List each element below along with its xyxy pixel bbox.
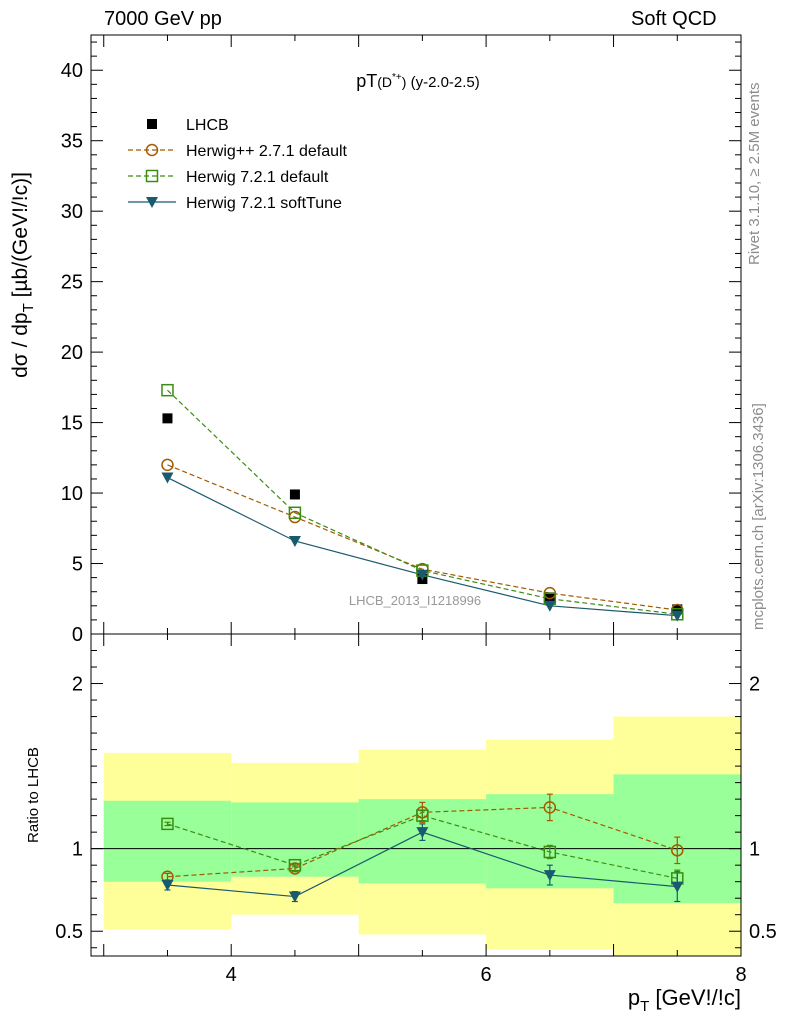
point-softtune	[416, 569, 429, 581]
legend-label-softtune: Herwig 7.2.1 softTune	[186, 195, 342, 212]
y-tick-label-main: 20	[61, 342, 83, 364]
point-h721def	[161, 383, 174, 397]
point-softtune	[543, 600, 556, 612]
x-axis-label: pT [GeV!/!c]	[628, 985, 741, 1015]
y-tick-label-main: 0	[72, 624, 83, 646]
y-tick-label-main: 5	[72, 554, 83, 576]
y-tick-label-main: 40	[61, 60, 83, 82]
y-tick-label-ratio: 1	[72, 839, 83, 861]
mcplots-label: mcplots.cern.ch [arXiv:1306.3436]	[750, 403, 767, 630]
legend-marker-data	[147, 119, 157, 129]
y-axis-label-ratio: Ratio to LHCB	[25, 747, 42, 843]
x-tick-label: 8	[735, 964, 746, 986]
watermark-label: LHCB_2013_I1218996	[349, 593, 481, 608]
y-tick-label-main: 35	[61, 131, 83, 153]
ratio-point-softtune	[288, 891, 301, 903]
legend-marker-herwigpp	[145, 143, 159, 157]
ratio-point-softtune	[671, 881, 684, 893]
y-tick-label-main: 25	[61, 272, 83, 294]
y-tick-label-main: 10	[61, 483, 83, 505]
x-tick-label: 6	[481, 964, 492, 986]
x-tick-label: 4	[226, 964, 237, 986]
y-tick-label-ratio: 0.5	[55, 921, 83, 943]
point-h721def	[288, 506, 302, 520]
point-data	[544, 592, 555, 603]
series-line-herwigpp	[167, 464, 678, 611]
ratio-point-softtune	[416, 827, 429, 839]
point-herwigpp	[161, 458, 174, 472]
process-label: Soft QCD	[631, 8, 717, 30]
ratio-point-herwigpp	[543, 801, 557, 814]
point-softtune	[288, 535, 301, 547]
rivet-label: Rivet 3.1.10, ≥ 2.5M events	[746, 82, 763, 266]
legend-label-h721def: Herwig 7.2.1 default	[186, 169, 329, 186]
y-tick-label-ratio: 2	[72, 674, 83, 696]
y-tick-label-main: 15	[61, 413, 83, 435]
ratio-point-h721def	[416, 809, 429, 822]
ratio-point-softtune	[543, 870, 556, 882]
y-tick-label-ratio-right: 0.5	[749, 921, 777, 943]
y-tick-label-ratio-right: 1	[749, 839, 760, 861]
y-axis-label-main: dσ / dpT [µb/(GeV!/!c)]	[9, 172, 37, 378]
point-softtune	[671, 610, 684, 622]
legend-label-herwigpp: Herwig++ 2.7.1 default	[186, 143, 348, 160]
point-softtune	[161, 472, 174, 484]
ratio-plot-frame	[90, 633, 742, 957]
ratio-point-herwigpp	[671, 844, 684, 857]
legend-marker-h721def	[145, 169, 159, 183]
y-tick-label-main: 30	[61, 201, 83, 223]
ratio-point-h721def	[543, 845, 557, 859]
ratio-band-inner-0	[103, 800, 232, 882]
legend-label-data: LHCB	[186, 117, 229, 134]
ratio-point-softtune	[161, 879, 174, 891]
chart-title: pT(D*+) (y-2.0-2.5)	[356, 71, 480, 91]
point-data	[162, 413, 173, 424]
ratio-line-h721def	[167, 815, 678, 879]
ratio-point-h721def	[288, 858, 302, 872]
legend-marker-softtune	[146, 197, 158, 208]
ratio-point-h721def	[161, 817, 174, 831]
energy-label: 7000 GeV pp	[104, 8, 222, 30]
point-data	[289, 489, 300, 500]
y-tick-label-ratio-right: 2	[749, 674, 760, 696]
